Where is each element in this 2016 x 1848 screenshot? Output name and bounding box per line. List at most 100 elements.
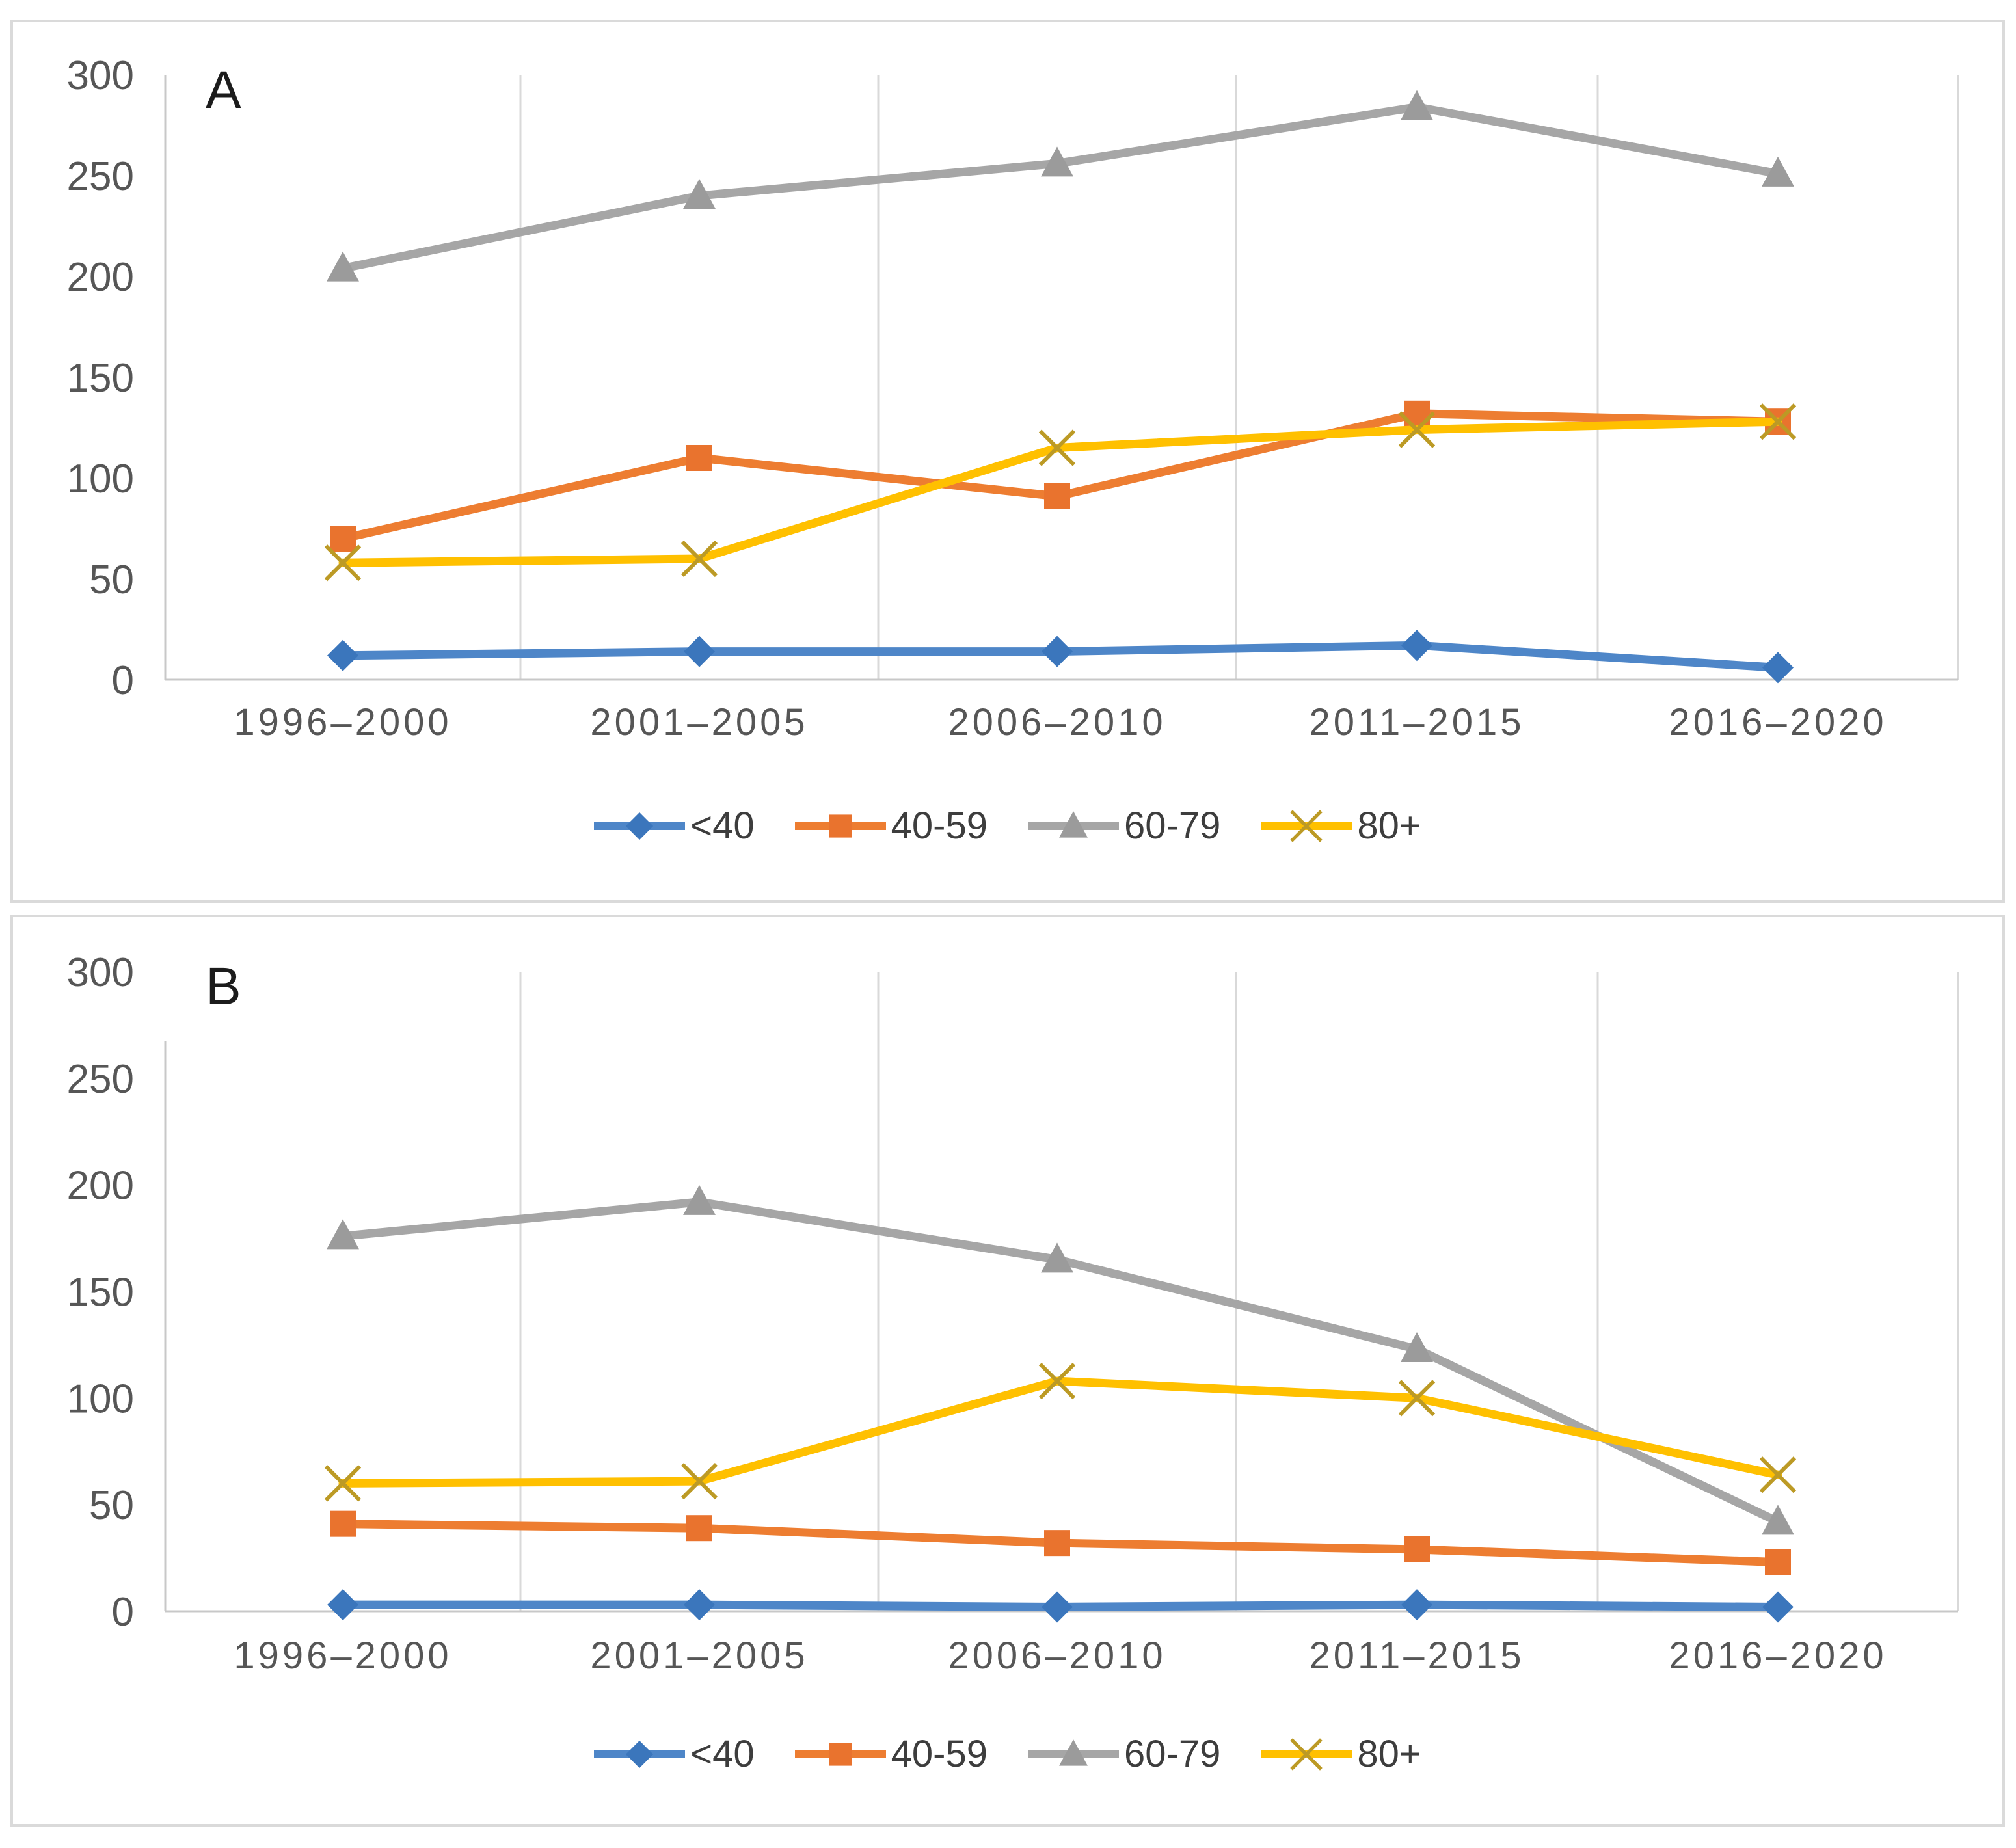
diamond-marker [684, 636, 715, 667]
y-tick-label: 50 [89, 1483, 134, 1528]
diamond-marker [1762, 1591, 1794, 1623]
legend-key-x [1261, 810, 1352, 842]
square-marker [330, 526, 356, 552]
square-marker [686, 445, 712, 471]
legend-label: <40 [690, 1733, 755, 1775]
panel-a: 0 50 100 150 200 250 300 1996–2000 2001–2005 2006… [10, 20, 2005, 903]
triangle-marker [683, 179, 716, 209]
diamond-marker [1762, 652, 1794, 684]
square-marker [330, 1510, 356, 1537]
x-tick-label: 2011–2015 [1309, 701, 1524, 743]
y-tick-label: 100 [67, 1376, 134, 1421]
square-marker [686, 1515, 712, 1542]
diamond-marker [626, 812, 654, 840]
x-tick-label: 2016–2020 [1669, 701, 1887, 743]
panel-b-letter: B [206, 957, 241, 1016]
x-marker [1038, 1362, 1076, 1400]
diamond-marker [327, 1589, 358, 1621]
x-marker [1290, 1738, 1323, 1771]
x-marker [680, 1463, 718, 1500]
diamond-marker [327, 639, 358, 671]
x-tick-label: 2001–2005 [590, 1635, 808, 1677]
y-tick-label: 200 [67, 255, 134, 300]
diamond-marker [1401, 1589, 1432, 1621]
x-tick-label: 1996–2000 [234, 701, 451, 743]
y-tick-label: 0 [112, 1590, 134, 1635]
legend-label: 40-59 [891, 805, 988, 847]
x-tick-label: 2006–2010 [948, 701, 1166, 743]
legend-key-diamond [594, 812, 686, 840]
legend-item-80+: 80+ [1261, 807, 1421, 846]
x-marker [324, 1465, 362, 1502]
legend-item-<40: <40 [594, 1733, 755, 1775]
x-tick-label: 2016–2020 [1669, 1635, 1887, 1677]
panel-a-letter: A [206, 60, 241, 120]
triangle-marker [683, 1185, 716, 1215]
triangle-marker [1762, 1505, 1794, 1535]
x-marker [680, 540, 718, 578]
legend-item-60-79: 60-79 [1028, 1735, 1220, 1774]
square-marker [1044, 1530, 1070, 1557]
legend-label: 40-59 [891, 1733, 988, 1775]
legend-key-x [1261, 1738, 1352, 1771]
x-tick-label: 2001–2005 [590, 701, 808, 743]
y-tick-label: 300 [67, 950, 134, 995]
diamond-marker [684, 1589, 715, 1621]
x-marker [1290, 810, 1323, 842]
diamond-marker [1042, 1591, 1073, 1623]
legend-label: 60-79 [1124, 805, 1221, 847]
y-tick-label: 50 [89, 557, 134, 602]
legend-label: 60-79 [1124, 1733, 1221, 1775]
legend-item-80+: 80+ [1261, 1735, 1421, 1774]
diamond-marker [1401, 630, 1432, 662]
y-tick-label: 150 [67, 356, 134, 401]
triangle-marker [1401, 1332, 1433, 1362]
x-marker [1038, 429, 1076, 466]
legend-label: 80+ [1357, 1733, 1421, 1775]
legend-item-40-59: 40-59 [794, 805, 988, 847]
chart-a-plot: 0 50 100 150 200 250 300 1996–2000 2001–2005 2006… [67, 53, 1959, 743]
square-marker [1765, 1549, 1791, 1575]
legend-label: 80+ [1357, 805, 1421, 847]
legend-key-triangle [1028, 811, 1119, 838]
legend-key-square [794, 1743, 886, 1766]
triangle-marker [1041, 146, 1073, 177]
diamond-marker [626, 1740, 654, 1769]
legend-key-triangle [1028, 1739, 1119, 1766]
legend-b: <40 40-59 60-79 80+ [13, 1734, 2002, 1775]
legend-label: <40 [690, 805, 755, 847]
y-tick-label: 250 [67, 154, 134, 199]
triangle-marker [327, 1219, 359, 1250]
legend-key-diamond [594, 1740, 686, 1769]
x-marker [1759, 1456, 1797, 1493]
legend-a: <40 40-59 60-79 80+ [13, 805, 2002, 847]
chart-b-plot: 0 50 100 150 200 250 300 1996–2000 2001–2005 2006… [67, 950, 1959, 1677]
triangle-marker [1041, 1242, 1073, 1273]
x-tick-label: 2006–2010 [948, 1635, 1166, 1677]
x-marker [1398, 1380, 1436, 1417]
square-marker [829, 1743, 852, 1766]
diamond-marker [1042, 636, 1073, 667]
triangle-marker [1059, 1739, 1088, 1766]
x-marker [1398, 411, 1436, 448]
y-tick-label: 150 [67, 1270, 134, 1315]
x-tick-label: 1996–2000 [234, 1635, 451, 1677]
y-tick-label: 100 [67, 457, 134, 502]
y-tick-label: 0 [112, 658, 134, 703]
panel-b: 0 50 100 150 200 250 300 1996–2000 2001–2005 2006… [10, 915, 2005, 1827]
series-line-60-79 [338, 103, 1782, 273]
triangle-marker [327, 251, 359, 282]
square-marker [1404, 1536, 1430, 1562]
square-marker [1044, 483, 1070, 509]
triangle-marker [1401, 90, 1433, 120]
square-marker [829, 814, 852, 838]
y-tick-label: 200 [67, 1164, 134, 1209]
legend-key-square [794, 814, 886, 838]
legend-item-40-59: 40-59 [794, 1733, 988, 1775]
series-line-80+ [338, 1376, 1782, 1488]
triangle-marker [1059, 811, 1088, 838]
legend-item-60-79: 60-79 [1028, 807, 1220, 846]
x-tick-label: 2011–2015 [1309, 1635, 1524, 1677]
triangle-marker [1762, 156, 1794, 187]
